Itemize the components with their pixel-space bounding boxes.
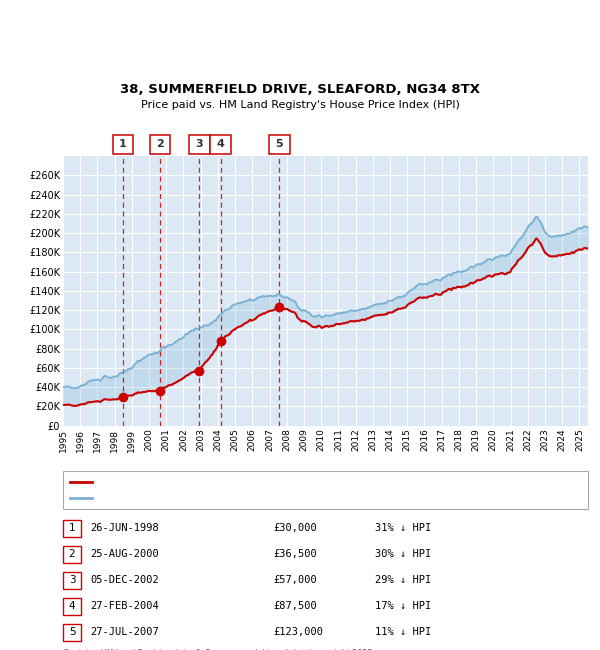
Text: £36,500: £36,500	[273, 549, 317, 560]
Text: 5: 5	[275, 139, 283, 150]
Text: 2: 2	[157, 139, 164, 150]
Text: 1: 1	[68, 523, 76, 534]
Text: 27-FEB-2004: 27-FEB-2004	[90, 601, 159, 612]
Text: 31% ↓ HPI: 31% ↓ HPI	[375, 523, 431, 534]
Text: 4: 4	[217, 139, 224, 150]
Text: 38, SUMMERFIELD DRIVE, SLEAFORD, NG34 8TX (semi-detached house): 38, SUMMERFIELD DRIVE, SLEAFORD, NG34 8T…	[97, 477, 449, 487]
Text: 25-AUG-2000: 25-AUG-2000	[90, 549, 159, 560]
Text: HPI: Average price, semi-detached house, North Kesteven: HPI: Average price, semi-detached house,…	[97, 493, 380, 503]
Text: 3: 3	[196, 139, 203, 150]
Text: 2: 2	[68, 549, 76, 560]
Text: £57,000: £57,000	[273, 575, 317, 586]
Text: 26-JUN-1998: 26-JUN-1998	[90, 523, 159, 534]
Text: 1: 1	[119, 139, 127, 150]
Text: 29% ↓ HPI: 29% ↓ HPI	[375, 575, 431, 586]
Text: 4: 4	[68, 601, 76, 612]
Text: 5: 5	[68, 627, 76, 638]
Text: Contains HM Land Registry data © Crown copyright and database right 2025.
This d: Contains HM Land Registry data © Crown c…	[63, 649, 375, 650]
Text: 11% ↓ HPI: 11% ↓ HPI	[375, 627, 431, 638]
Text: 30% ↓ HPI: 30% ↓ HPI	[375, 549, 431, 560]
Text: 27-JUL-2007: 27-JUL-2007	[90, 627, 159, 638]
Text: 3: 3	[68, 575, 76, 586]
Text: Price paid vs. HM Land Registry's House Price Index (HPI): Price paid vs. HM Land Registry's House …	[140, 100, 460, 110]
Text: 05-DEC-2002: 05-DEC-2002	[90, 575, 159, 586]
Text: 17% ↓ HPI: 17% ↓ HPI	[375, 601, 431, 612]
Text: £123,000: £123,000	[273, 627, 323, 638]
Text: 38, SUMMERFIELD DRIVE, SLEAFORD, NG34 8TX: 38, SUMMERFIELD DRIVE, SLEAFORD, NG34 8T…	[120, 83, 480, 96]
Text: £87,500: £87,500	[273, 601, 317, 612]
Text: £30,000: £30,000	[273, 523, 317, 534]
